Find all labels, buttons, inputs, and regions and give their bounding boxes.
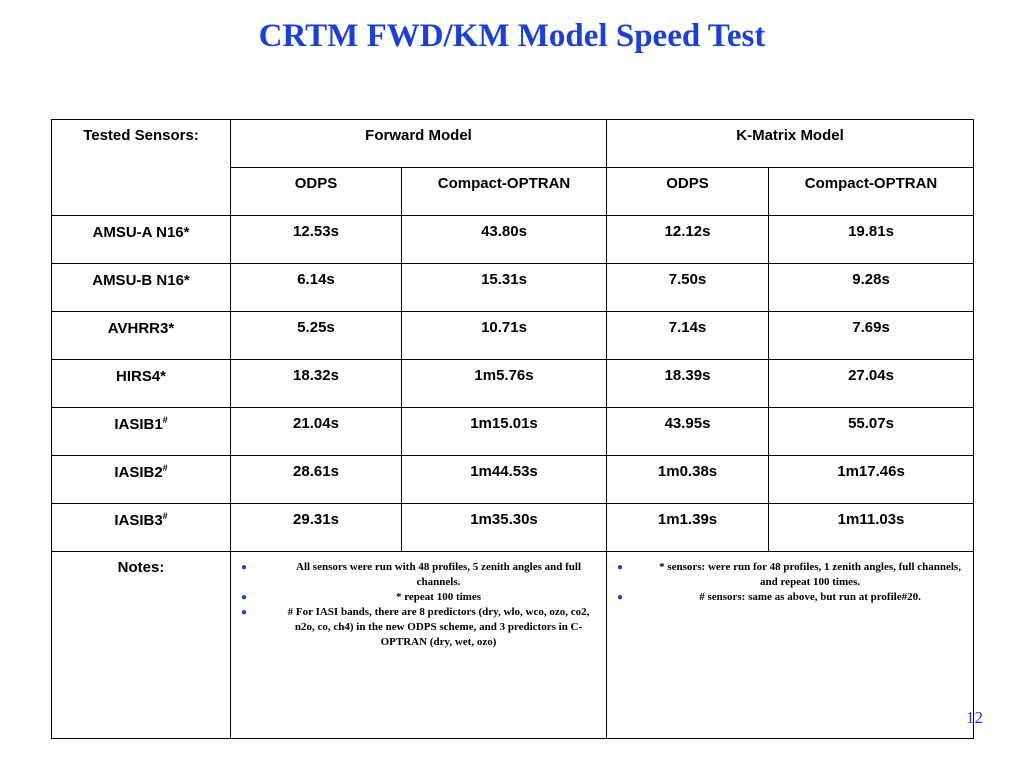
timing-cell: 18.32s [230, 359, 402, 408]
timing-cell: 1m11.03s [768, 503, 975, 552]
timing-cell: 19.81s [768, 215, 975, 264]
fwd-coptran-header: Compact-OPTRAN [400, 167, 608, 216]
table-row: IASIB1# 21.04s 1m15.01s 43.95s 55.07s [51, 407, 975, 456]
sensor-name-cell: AMSU-A N16* [51, 215, 231, 264]
timing-cell: 15.31s [400, 263, 608, 312]
km-odps-header: ODPS [606, 167, 770, 216]
timing-cell: 21.04s [230, 407, 402, 456]
timing-cell: 9.28s [768, 263, 975, 312]
timing-cell: 1m44.53s [400, 455, 608, 504]
bullet-icon: ● [617, 592, 624, 603]
timing-cell: 7.50s [606, 263, 770, 312]
timing-cell: 43.95s [606, 407, 770, 456]
sensor-name-cell: HIRS4* [51, 359, 231, 408]
sensor-name-cell: IASIB2# [51, 455, 231, 504]
timing-cell: 43.80s [400, 215, 608, 264]
header-row-schemes: ODPS Compact-OPTRAN ODPS Compact-OPTRAN [52, 167, 975, 216]
timing-cell: 29.31s [230, 503, 402, 552]
header-row-models: Tested Sensors: Forward Model K-Matrix M… [51, 119, 975, 216]
table-row: IASIB3# 29.31s 1m35.30s 1m1.39s 1m11.03s [51, 503, 975, 552]
table-row: IASIB2# 28.61s 1m44.53s 1m0.38s 1m17.46s [51, 455, 975, 504]
kmatrix-model-header: K-Matrix Model [606, 119, 975, 168]
bullet-icon: ● [241, 562, 248, 573]
timing-cell: 7.69s [768, 311, 975, 360]
table-row: AVHRR3* 5.25s 10.71s 7.14s 7.69s [51, 311, 975, 360]
note-item: ● * sensors: were run for 48 profiles, 1 … [617, 561, 961, 588]
timing-cell: 55.07s [768, 407, 975, 456]
forward-model-header: Forward Model [229, 119, 608, 168]
timing-cell: 12.53s [230, 215, 402, 264]
timing-cell: 12.12s [606, 215, 770, 264]
timing-cell: 10.71s [400, 311, 608, 360]
note-item: ● * repeat 100 times [241, 591, 482, 603]
notes-label: Notes: [51, 551, 231, 739]
sensor-mark: # [162, 511, 168, 521]
forward-notes-list: ● All sensors were run with 48 profiles, … [231, 560, 598, 650]
note-item: ● All sensors were run with 48 profiles, … [241, 561, 581, 588]
timing-cell: 18.39s [606, 359, 770, 408]
timing-cell: 28.61s [230, 455, 402, 504]
table-row: AMSU-A N16* 12.53s 43.80s 12.12s 19.81s [51, 215, 975, 264]
notes-row: Notes: ● All sensors were run with 48 pro… [51, 551, 975, 739]
timing-cell: 6.14s [230, 263, 402, 312]
sensor-name-cell: AVHRR3* [51, 311, 231, 360]
sensor-name-cell: AMSU-B N16* [51, 263, 231, 312]
note-item: ● # sensors: same as above, but run at pr… [617, 591, 921, 603]
timing-cell: 1m15.01s [400, 407, 608, 456]
timing-cell: 1m0.38s [606, 455, 770, 504]
bullet-icon: ● [241, 592, 248, 603]
timing-cell: 1m1.39s [606, 503, 770, 552]
kmatrix-notes-list: ● * sensors: were run for 48 profiles, 1 … [607, 560, 965, 605]
forward-notes: ● All sensors were run with 48 profiles, … [229, 551, 608, 739]
timing-cell: 7.14s [606, 311, 770, 360]
timing-cell: 1m5.76s [400, 359, 608, 408]
slide-title: CRTM FWD/KM Model Speed Test [258, 18, 766, 54]
timing-cell: 1m17.46s [768, 455, 975, 504]
sensor-mark: # [162, 415, 168, 425]
kmatrix-notes: ● * sensors: were run for 48 profiles, 1 … [606, 551, 975, 739]
sensor-mark: # [162, 463, 168, 473]
note-item: ● # For IASI bands, there are 8 predictor… [241, 606, 590, 648]
timing-cell: 1m35.30s [400, 503, 608, 552]
timing-cell: 27.04s [768, 359, 975, 408]
bullet-icon: ● [617, 562, 624, 573]
timing-cell: 5.25s [230, 311, 402, 360]
speed-test-table: Tested Sensors: Forward Model K-Matrix M… [51, 119, 975, 739]
fwd-odps-header: ODPS [230, 167, 402, 216]
page-number: 12 [966, 708, 983, 727]
sensor-name-cell: IASIB3# [51, 503, 231, 552]
bullet-icon: ● [241, 607, 248, 618]
tested-sensors-header: Tested Sensors: [51, 119, 231, 216]
sensor-name-cell: IASIB1# [51, 407, 231, 456]
km-coptran-header: Compact-OPTRAN [768, 167, 975, 216]
table-row: AMSU-B N16* 6.14s 15.31s 7.50s 9.28s [51, 263, 975, 312]
table-row: HIRS4* 18.32s 1m5.76s 18.39s 27.04s [51, 359, 975, 408]
